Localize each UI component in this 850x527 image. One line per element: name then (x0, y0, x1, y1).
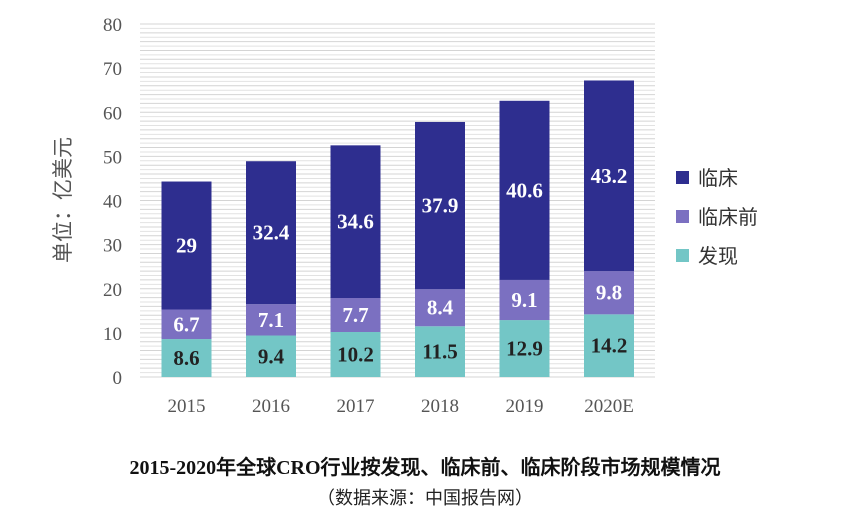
x-tick-label: 2015 (168, 396, 206, 417)
chart-title: 2015-2020年全球CRO行业按发现、临床前、临床阶段市场规模情况 (129, 455, 720, 479)
data-label: 9.1 (511, 288, 537, 312)
x-tick-label: 2019 (506, 396, 544, 417)
data-label: 8.4 (427, 296, 454, 320)
bar-临床 (415, 121, 465, 290)
bar-临床前 (415, 289, 465, 327)
data-label: 37.9 (422, 194, 459, 218)
data-label: 32.4 (253, 221, 290, 245)
bar-临床前 (584, 271, 634, 315)
y-tick-label: 80 (103, 15, 122, 36)
x-tick-label: 2018 (421, 396, 459, 417)
bar-发现 (415, 326, 465, 377)
data-label: 34.6 (337, 210, 374, 234)
data-label: 7.7 (342, 303, 368, 327)
y-tick-label: 20 (103, 280, 122, 301)
y-tick-label: 50 (103, 147, 122, 168)
data-label: 40.6 (506, 178, 543, 202)
legend-swatch (676, 249, 689, 262)
bar-临床 (330, 145, 381, 299)
y-tick-label: 10 (103, 324, 122, 345)
data-label: 6.7 (173, 312, 199, 336)
y-axis-label: 单位：亿美元 (51, 137, 75, 263)
legend-swatch (676, 171, 689, 184)
legend-swatch (676, 210, 689, 223)
data-label: 43.2 (591, 164, 628, 188)
y-tick-label: 0 (113, 368, 123, 389)
x-tick-label: 2016 (252, 396, 290, 417)
x-tick-label: 2017 (337, 396, 375, 417)
data-label: 9.8 (596, 281, 622, 305)
bar-临床前 (330, 298, 381, 332)
y-tick-label: 40 (103, 192, 122, 213)
y-tick-label: 30 (103, 236, 122, 257)
data-label: 11.5 (422, 340, 458, 364)
bar-发现 (161, 339, 212, 377)
legend-label: 临床 (698, 166, 738, 190)
bar-临床前 (246, 304, 296, 336)
bar-临床 (246, 161, 296, 305)
bar-发现 (499, 320, 550, 377)
bar-临床前 (161, 309, 212, 340)
legend-label: 临床前 (698, 205, 758, 229)
bar-临床前 (499, 279, 550, 321)
legend-label: 发现 (698, 244, 738, 268)
y-tick-label: 70 (103, 59, 122, 80)
y-tick-label: 60 (103, 103, 122, 124)
data-label: 29 (176, 234, 197, 258)
bar-发现 (330, 331, 381, 377)
bar-发现 (584, 314, 634, 377)
gridlines (140, 23, 655, 378)
bar-临床 (161, 181, 212, 310)
data-label: 9.4 (258, 344, 285, 368)
data-label: 12.9 (506, 337, 543, 361)
bar-发现 (246, 335, 296, 377)
x-tick-label: 2020E (584, 396, 634, 417)
x-axis-ticks: 2015 2016 2017 2018 2019 2020E (168, 396, 634, 417)
data-label: 8.6 (173, 346, 199, 370)
chart-source: （数据来源：中国报告网） (317, 488, 533, 509)
bars: 8.6 6.7 29 9.4 7.1 32.4 10.2 7.7 34.6 11.5 8.4 37.9… (161, 80, 634, 377)
data-label: 7.1 (258, 308, 284, 332)
bar-临床 (499, 100, 550, 280)
bar-临床 (584, 80, 634, 272)
y-axis-ticks: 0 10 20 30 40 50 60 70 80 (103, 15, 122, 389)
data-label: 14.2 (591, 334, 628, 358)
data-label: 10.2 (337, 342, 374, 366)
